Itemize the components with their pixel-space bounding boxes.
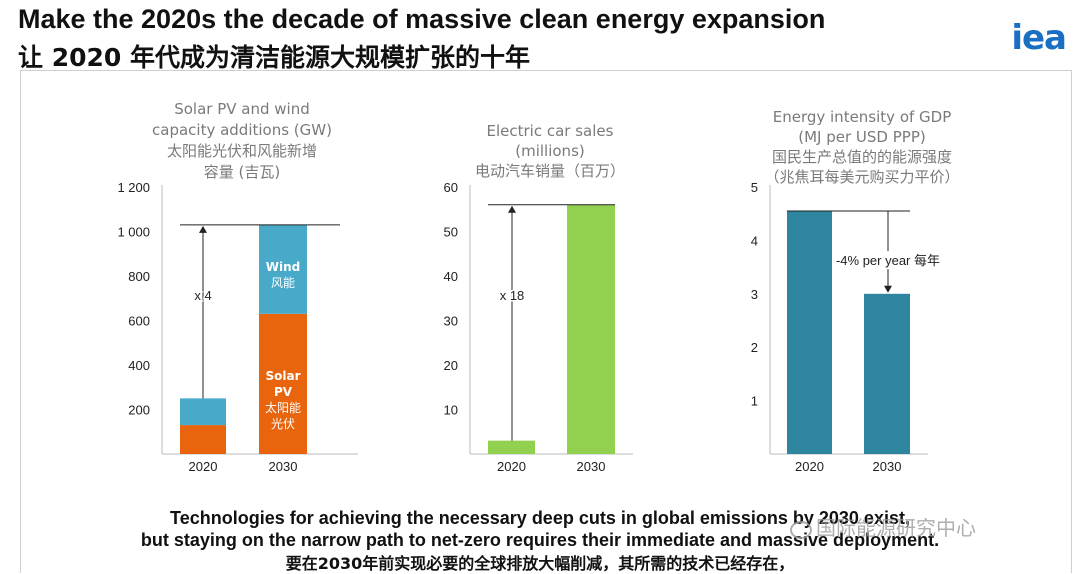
chart-1-bar [259, 224, 307, 314]
chart-1-bar [259, 313, 307, 454]
chart-2-title-line: (millions) [515, 142, 585, 160]
chart-3-bar [864, 293, 910, 454]
chart-1-title-line: capacity additions (GW) [152, 121, 332, 139]
chart-1-series-label: 风能 [271, 276, 295, 290]
chart-1-title-line: Solar PV and wind [174, 100, 310, 118]
chart-2-y-tick-label: 60 [444, 180, 458, 195]
footer-line-3: 要在2030年前实现必要的全球排放大幅削减，其所需的技术已经存在， [285, 554, 795, 573]
footer-line-1: Technologies for achieving the necessary… [170, 508, 910, 528]
chart-3-y-tick-label: 2 [751, 340, 758, 355]
chart-1-x-tick-label: 2030 [269, 459, 298, 474]
chart-2-y-tick-label: 50 [444, 225, 458, 240]
chart-3-y-tick-label: 4 [751, 233, 758, 248]
chart-3-y-tick-label: 3 [751, 287, 758, 302]
chart-3-x-tick-label: 2020 [795, 459, 824, 474]
chart-1-bar [180, 398, 226, 426]
chart-2-bar [488, 440, 535, 454]
chart-1-y-tick-label: 800 [128, 269, 150, 284]
chart-1-annotation: x 4 [194, 288, 211, 303]
chart-1-y-tick-label: 600 [128, 314, 150, 329]
chart-1-series-label: PV [274, 385, 293, 399]
chart-3-annotation-bg [848, 251, 928, 269]
chart-1-y-tick-label: 1 000 [117, 225, 150, 240]
chart-1-series-label: Wind [266, 260, 300, 274]
chart-2-y-tick-label: 30 [444, 314, 458, 329]
chart-3-x-tick-label: 2030 [873, 459, 902, 474]
watermark-text: 国际能源研究中心 [816, 516, 976, 540]
chart-3-title-line: （兆焦耳每美元购买力平价） [764, 168, 959, 186]
chart-1-x-tick-label: 2020 [189, 459, 218, 474]
page-title-chinese: 让 2020 年代成为清洁能源大规模扩张的十年 [18, 43, 530, 72]
chart-1-series-label: 光伏 [271, 417, 295, 431]
chart-3-bar [787, 211, 832, 454]
chart-1-y-tick-label: 1 200 [117, 180, 150, 195]
chart-1-arrow-head [199, 225, 207, 233]
chart-2-y-tick-label: 10 [444, 403, 458, 418]
chart-2-bar [567, 204, 615, 454]
iea-logo: iea [1011, 18, 1067, 58]
footer-line-2: but staying on the narrow path to net-ze… [140, 530, 940, 550]
chart-1-series-label: Solar [265, 369, 300, 383]
chart-2-title-line: 电动汽车销量（百万） [475, 162, 625, 180]
chart-1-series-label: 太阳能 [265, 400, 301, 415]
chart-3-arrow-head [884, 285, 892, 293]
chart-1-y-tick-label: 200 [128, 403, 150, 418]
chart-2-title-line: Electric car sales [487, 122, 614, 140]
chart-2-annotation: x 18 [500, 288, 525, 303]
charts-panel [20, 70, 1072, 573]
chart-2-x-tick-label: 2020 [497, 459, 526, 474]
watermark: 国际能源研究中心 [790, 512, 976, 541]
page-title: Make the 2020s the decade of massive cle… [18, 4, 826, 34]
chart-2-y-tick-label: 40 [444, 269, 458, 284]
chart-3-y-tick-label: 1 [751, 394, 758, 409]
chart-3-y-tick-label: 5 [751, 180, 758, 195]
chart-3-title-line: 国民生产总值的的能源强度 [772, 148, 952, 166]
chart-2-x-tick-label: 2030 [577, 459, 606, 474]
wechat-icon [790, 520, 812, 539]
chart-3-title-line: Energy intensity of GDP [773, 108, 952, 126]
chart-2-arrow-head [508, 205, 516, 213]
chart-3-title-line: (MJ per USD PPP) [798, 128, 925, 146]
chart-1-y-tick-label: 400 [128, 358, 150, 373]
chart-1-title-line: 太阳能光伏和风能新增 [167, 142, 317, 160]
chart-2-y-tick-label: 20 [444, 358, 458, 373]
chart-3-annotation: -4% per year 每年 [836, 253, 940, 268]
chart-1-bar [180, 425, 226, 454]
chart-1-title-line: 容量 (吉瓦) [204, 163, 280, 181]
